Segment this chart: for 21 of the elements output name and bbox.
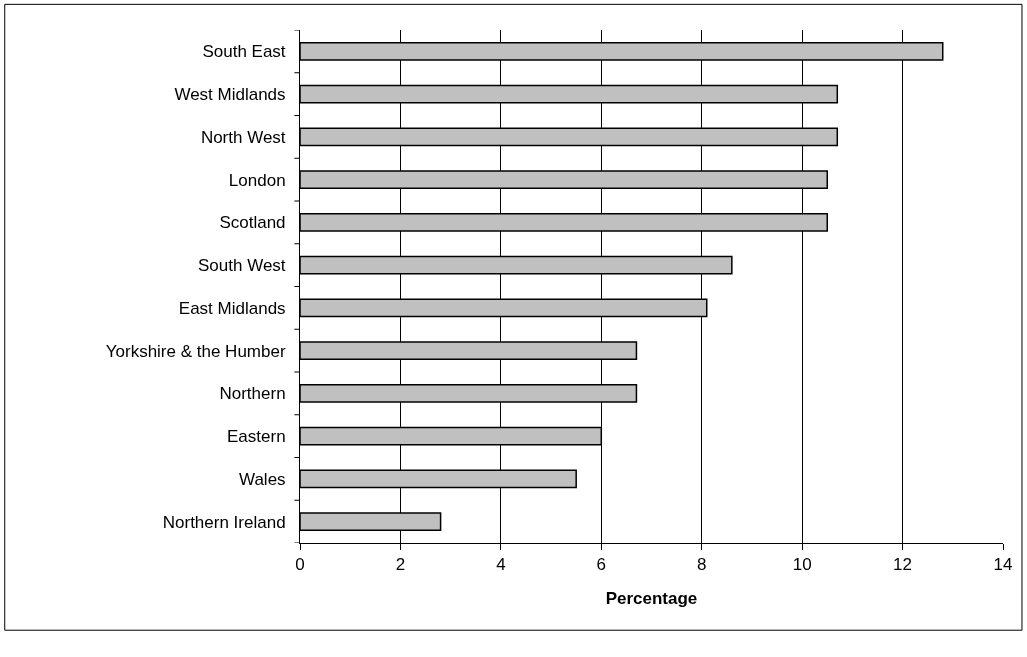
x-tick-label: 2 xyxy=(395,555,406,575)
y-tick-label: North West xyxy=(200,127,286,147)
y-tick-label: South East xyxy=(202,42,286,62)
x-axis-title: Percentage xyxy=(605,588,698,608)
x-tick-label: 0 xyxy=(295,555,305,575)
y-tick-label: Northern Ireland xyxy=(162,512,286,532)
y-tick-label: Scotland xyxy=(219,213,286,233)
y-tick-label: South West xyxy=(198,256,286,276)
y-tick-label: West Midlands xyxy=(174,85,286,105)
y-tick-label: East Midlands xyxy=(178,298,286,318)
y-tick-label: Northern xyxy=(219,384,286,404)
x-tick-label: 12 xyxy=(893,555,913,575)
x-tick-label: 14 xyxy=(993,555,1013,575)
x-tick-label: 8 xyxy=(696,555,707,575)
y-tick-label: Yorkshire & the Humber xyxy=(105,341,286,361)
x-tick-label: 10 xyxy=(792,555,812,575)
y-tick-label: Eastern xyxy=(227,427,286,447)
y-tick-label: London xyxy=(228,170,286,190)
y-tick-label: Wales xyxy=(238,469,286,489)
x-tick-label: 4 xyxy=(496,555,506,575)
x-tick-label: 6 xyxy=(596,555,607,575)
